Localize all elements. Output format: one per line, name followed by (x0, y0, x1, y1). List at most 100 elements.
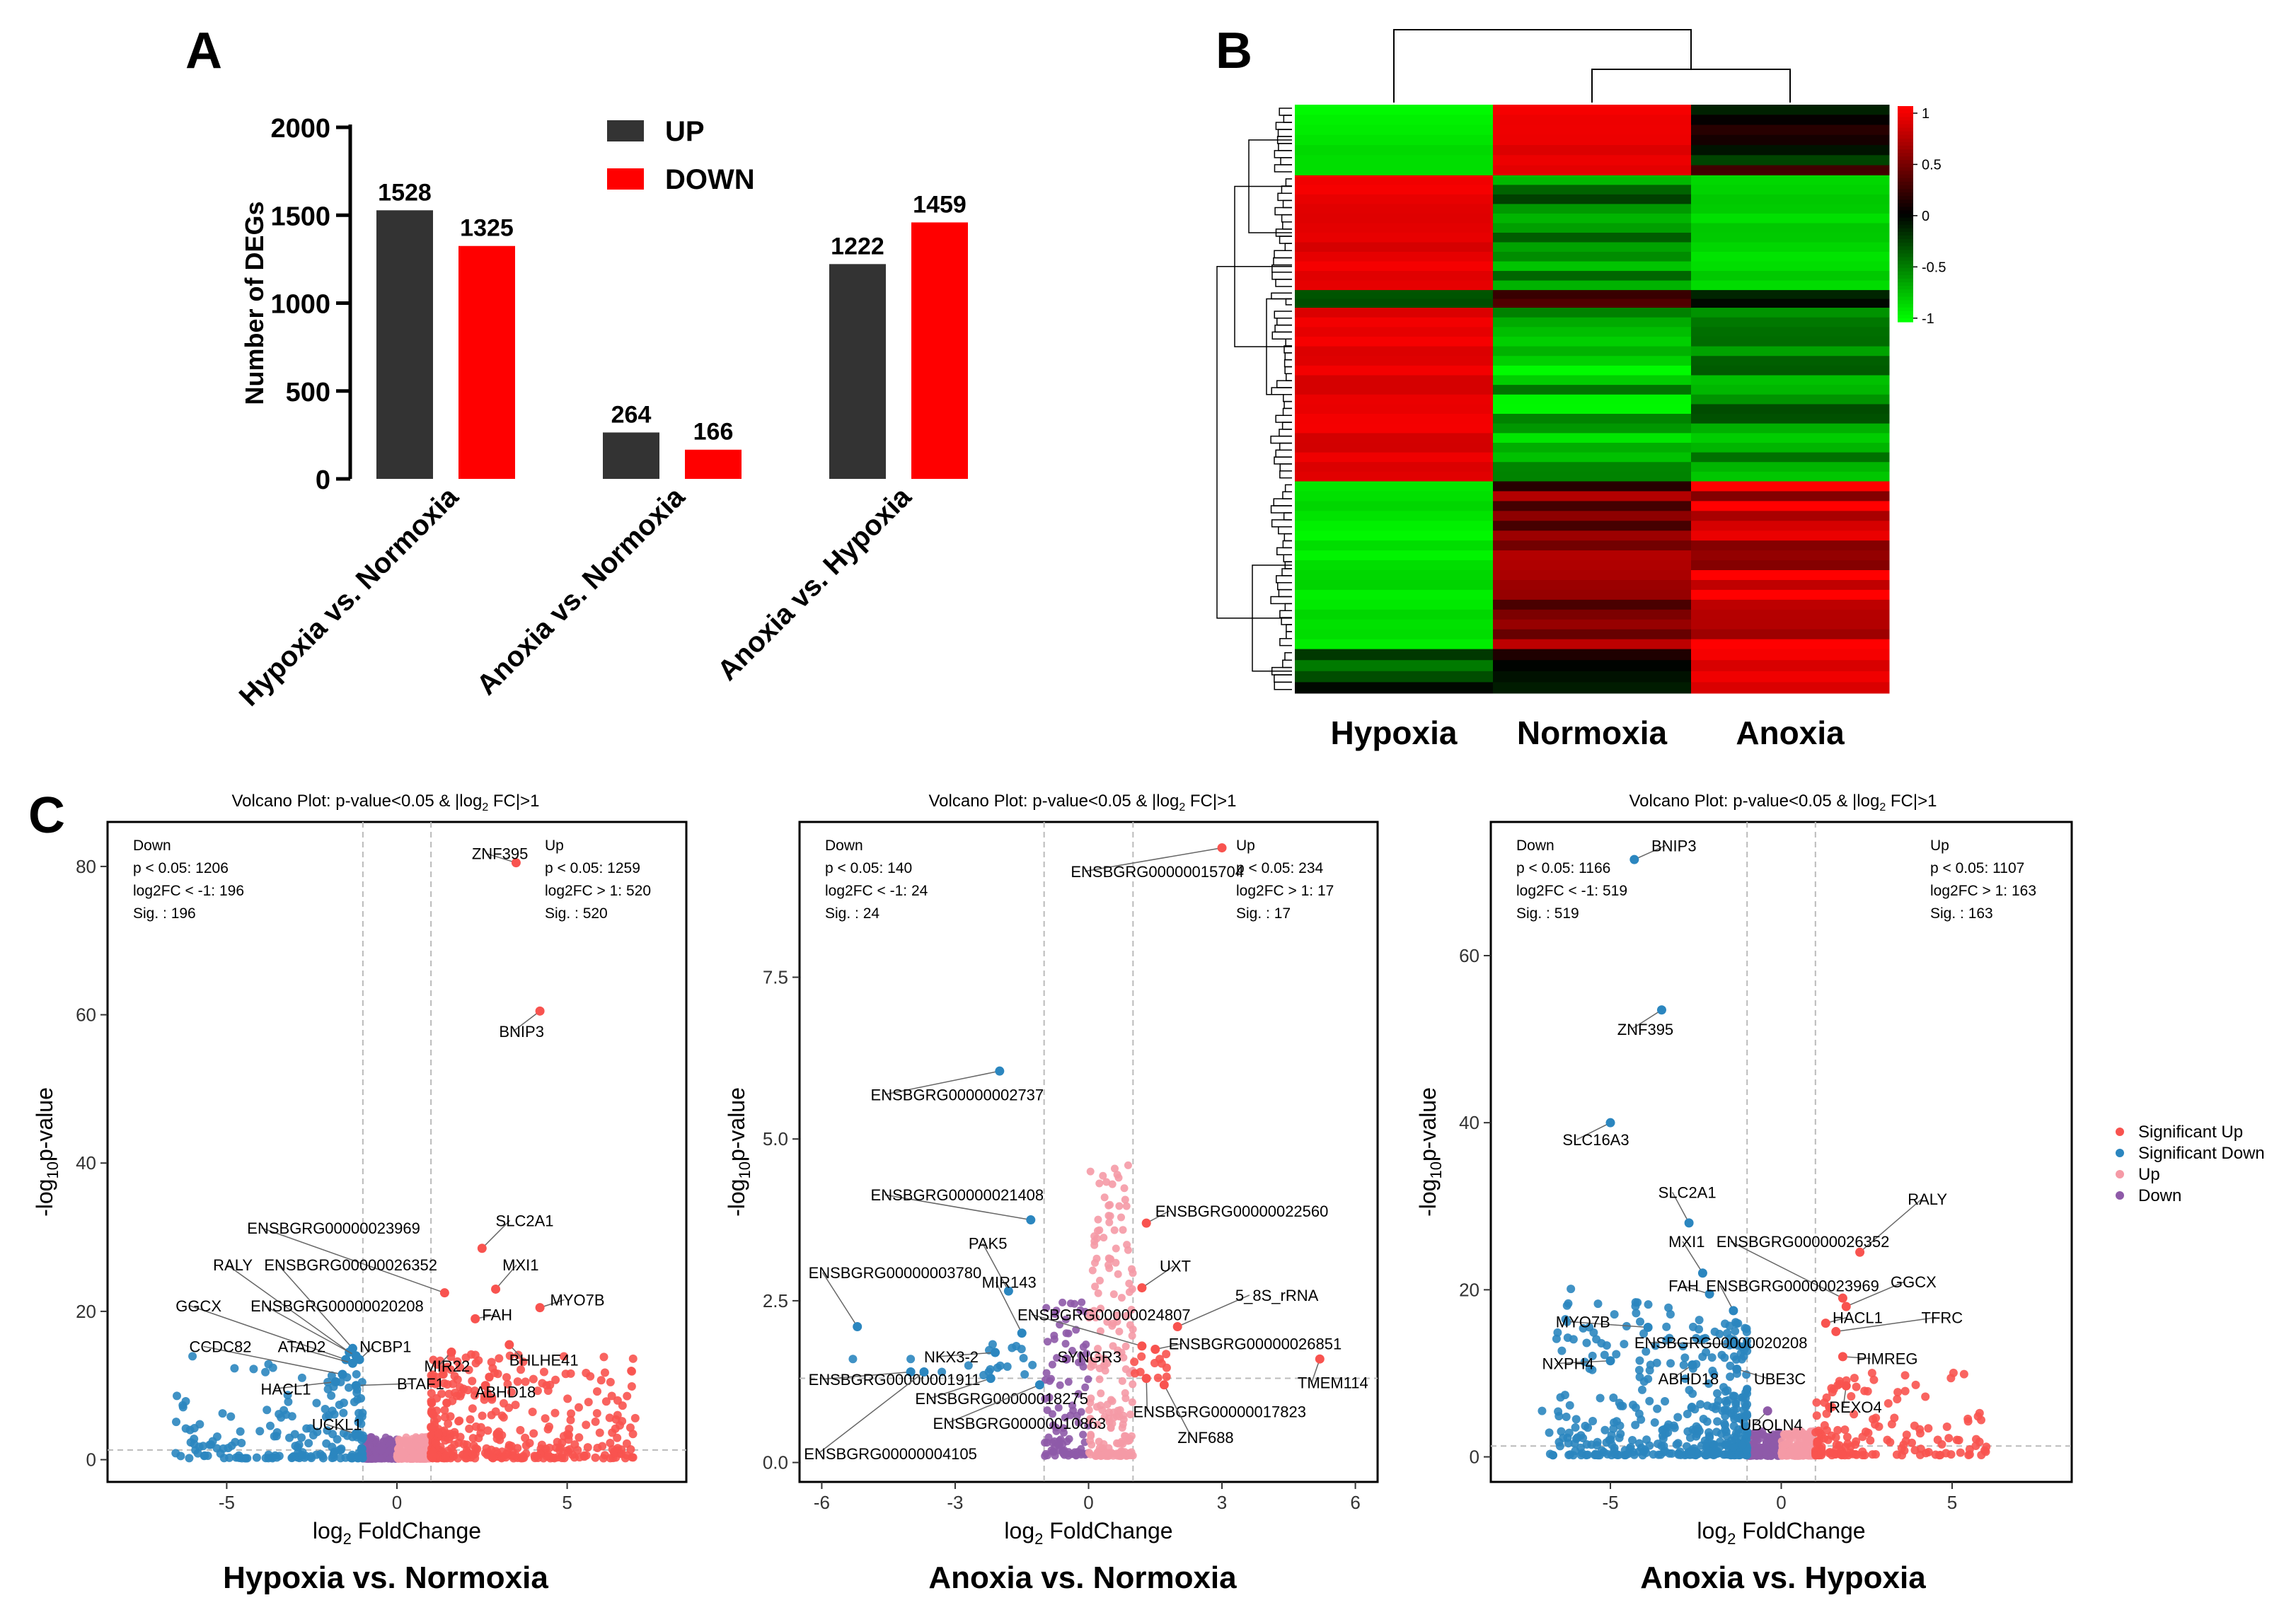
panel-b-heatmap: Hypoxia Normoxia Anoxia 1 0.5 0 -0.5 -1 (1216, 29, 1946, 751)
point-sig-down (327, 1391, 336, 1401)
point-sig-down (282, 1410, 291, 1419)
label-leader-line (938, 1352, 996, 1357)
heatmap-cell (1493, 271, 1692, 282)
labelled-point-sig-down (347, 1358, 357, 1368)
point-sig-down (1632, 1309, 1641, 1318)
point-sig-down (308, 1431, 318, 1440)
point-sig-up (488, 1364, 497, 1373)
color-scale-segment (1898, 231, 1913, 236)
point-sig-down (339, 1408, 348, 1418)
point-down-ns (1074, 1418, 1083, 1427)
row-dendrogram-branch (1282, 199, 1292, 209)
point-sig-up (1137, 1352, 1146, 1361)
volcano-subtitle: Anoxia vs. Hypoxia (1640, 1560, 1926, 1595)
row-dendrogram-branch (1277, 192, 1292, 202)
point-sig-down (1592, 1441, 1601, 1450)
point-sig-down (1591, 1449, 1600, 1459)
point-sig-up (627, 1381, 636, 1391)
legend-label-down: DOWN (665, 164, 755, 195)
point-sig-down (1562, 1317, 1571, 1326)
color-scale-segment (1898, 257, 1913, 262)
point-sig-down (1615, 1398, 1624, 1408)
heatmap-cell (1295, 346, 1494, 357)
x-category-label: Anoxia vs. Hypoxia (712, 481, 918, 687)
gene-label: RALY (213, 1256, 253, 1274)
point-sig-down (1702, 1439, 1712, 1448)
point-up-ns (1103, 1452, 1112, 1460)
label-leader-line (1631, 1009, 1662, 1030)
point-up-ns (1087, 1430, 1095, 1439)
up-summary-line: Sig. : 17 (1236, 905, 1291, 922)
title-subscript: 2 (1179, 801, 1185, 813)
color-scale-segment (1898, 260, 1913, 265)
legend-swatch (2116, 1170, 2124, 1178)
point-sig-down (1548, 1451, 1557, 1460)
point-sig-down (1644, 1300, 1653, 1309)
y-tick-label: 1000 (270, 290, 330, 320)
heatmap-cell (1295, 609, 1494, 620)
point-up-ns (1114, 1270, 1122, 1278)
point-sig-up (1852, 1437, 1861, 1446)
labelled-point-sig-up (471, 1314, 480, 1323)
point-sig-down (1696, 1400, 1705, 1409)
heatmap-cell (1493, 232, 1692, 243)
point-up-ns (1120, 1184, 1129, 1193)
point-sig-down (1564, 1451, 1574, 1460)
point-sig-up (453, 1375, 462, 1384)
row-dendrogram-branch (1285, 178, 1292, 187)
x-axis-label: log2 FoldChange (1697, 1518, 1865, 1548)
gene-label: ENSBGRG00000023969 (1706, 1277, 1879, 1295)
y-tick-label: 0.0 (763, 1452, 788, 1473)
labelled-point-sig-down (919, 1367, 929, 1377)
point-sig-up (567, 1409, 576, 1418)
axis-label-part: -log (32, 1179, 57, 1217)
labelled-point-sig-down (1629, 854, 1639, 864)
point-up-ns (1108, 1180, 1117, 1188)
heatmap-cell (1493, 327, 1692, 337)
point-sig-up (533, 1386, 542, 1396)
label-leader-line (996, 1282, 1022, 1333)
heatmap-cell (1691, 327, 1890, 337)
point-up-ns (1107, 1396, 1115, 1404)
point-down-ns (1050, 1335, 1058, 1343)
point-sig-down (1634, 1365, 1644, 1374)
point-up-ns (1095, 1444, 1104, 1452)
gene-label: SLC16A3 (1562, 1131, 1629, 1149)
panel-label-b: B (1216, 23, 1252, 79)
point-sig-down (1569, 1335, 1578, 1344)
point-sig-down (1650, 1418, 1659, 1427)
point-sig-up (596, 1376, 606, 1385)
point-sig-down (1703, 1401, 1712, 1410)
heatmap-cell (1295, 261, 1494, 272)
point-sig-down (339, 1398, 348, 1408)
heatmap-cell (1691, 356, 1890, 366)
x-tick-label: -3 (947, 1492, 963, 1513)
row-dendrogram-branch (1283, 533, 1292, 542)
heatmap-cell (1691, 385, 1890, 395)
point-sig-up (1937, 1439, 1946, 1449)
bar-value-label: 1325 (460, 215, 514, 242)
point-sig-down (1729, 1406, 1738, 1415)
y-tick-label: 20 (1459, 1279, 1479, 1300)
point-up-ns (1091, 1282, 1100, 1291)
point-up-ns (1115, 1202, 1124, 1210)
gene-label: CCDC82 (189, 1338, 251, 1356)
x-tick-label: -5 (219, 1492, 235, 1513)
heatmap-cell (1493, 442, 1692, 453)
point-sig-up (461, 1454, 471, 1463)
gene-label: ZNF395 (472, 845, 528, 862)
row-dendrogram-branch (1284, 243, 1292, 252)
title-part: Volcano Plot: p-value<0.05 & |log (929, 792, 1179, 811)
point-sig-up (1977, 1451, 1986, 1460)
point-sig-up (1860, 1386, 1869, 1396)
point-up-ns (1126, 1410, 1135, 1419)
row-dendrogram-branch (1271, 387, 1292, 395)
heatmap-cell (1493, 194, 1692, 204)
point-sig-down (1699, 1414, 1708, 1423)
label-leader-line (1569, 1321, 1649, 1328)
point-sig-down (284, 1397, 293, 1406)
labelled-point-sig-down (351, 1381, 361, 1391)
axis-label-subscript: 2 (343, 1530, 352, 1548)
label-leader-line (277, 1264, 354, 1349)
point-sig-down (1653, 1404, 1662, 1413)
